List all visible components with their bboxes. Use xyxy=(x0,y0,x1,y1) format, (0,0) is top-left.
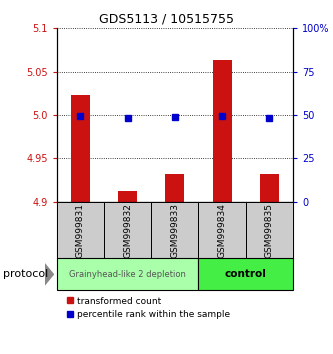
Bar xyxy=(213,61,231,202)
Polygon shape xyxy=(45,263,54,286)
Text: Grainyhead-like 2 depletion: Grainyhead-like 2 depletion xyxy=(69,270,186,279)
Text: GSM999831: GSM999831 xyxy=(76,202,85,258)
FancyBboxPatch shape xyxy=(151,202,198,258)
Text: GSM999834: GSM999834 xyxy=(217,202,227,258)
Text: GSM999832: GSM999832 xyxy=(123,202,132,258)
FancyBboxPatch shape xyxy=(198,202,246,258)
Bar xyxy=(71,95,90,202)
FancyBboxPatch shape xyxy=(57,258,198,290)
FancyBboxPatch shape xyxy=(198,258,293,290)
Legend: transformed count, percentile rank within the sample: transformed count, percentile rank withi… xyxy=(67,297,230,319)
Bar xyxy=(118,192,137,202)
Text: GDS5113 / 10515755: GDS5113 / 10515755 xyxy=(99,12,234,25)
Text: GSM999833: GSM999833 xyxy=(170,202,179,258)
FancyBboxPatch shape xyxy=(246,202,293,258)
Text: control: control xyxy=(225,269,267,279)
Bar xyxy=(260,174,279,202)
FancyBboxPatch shape xyxy=(104,202,151,258)
Text: protocol: protocol xyxy=(3,269,49,279)
Text: GSM999835: GSM999835 xyxy=(265,202,274,258)
Bar xyxy=(166,174,184,202)
FancyBboxPatch shape xyxy=(57,202,104,258)
